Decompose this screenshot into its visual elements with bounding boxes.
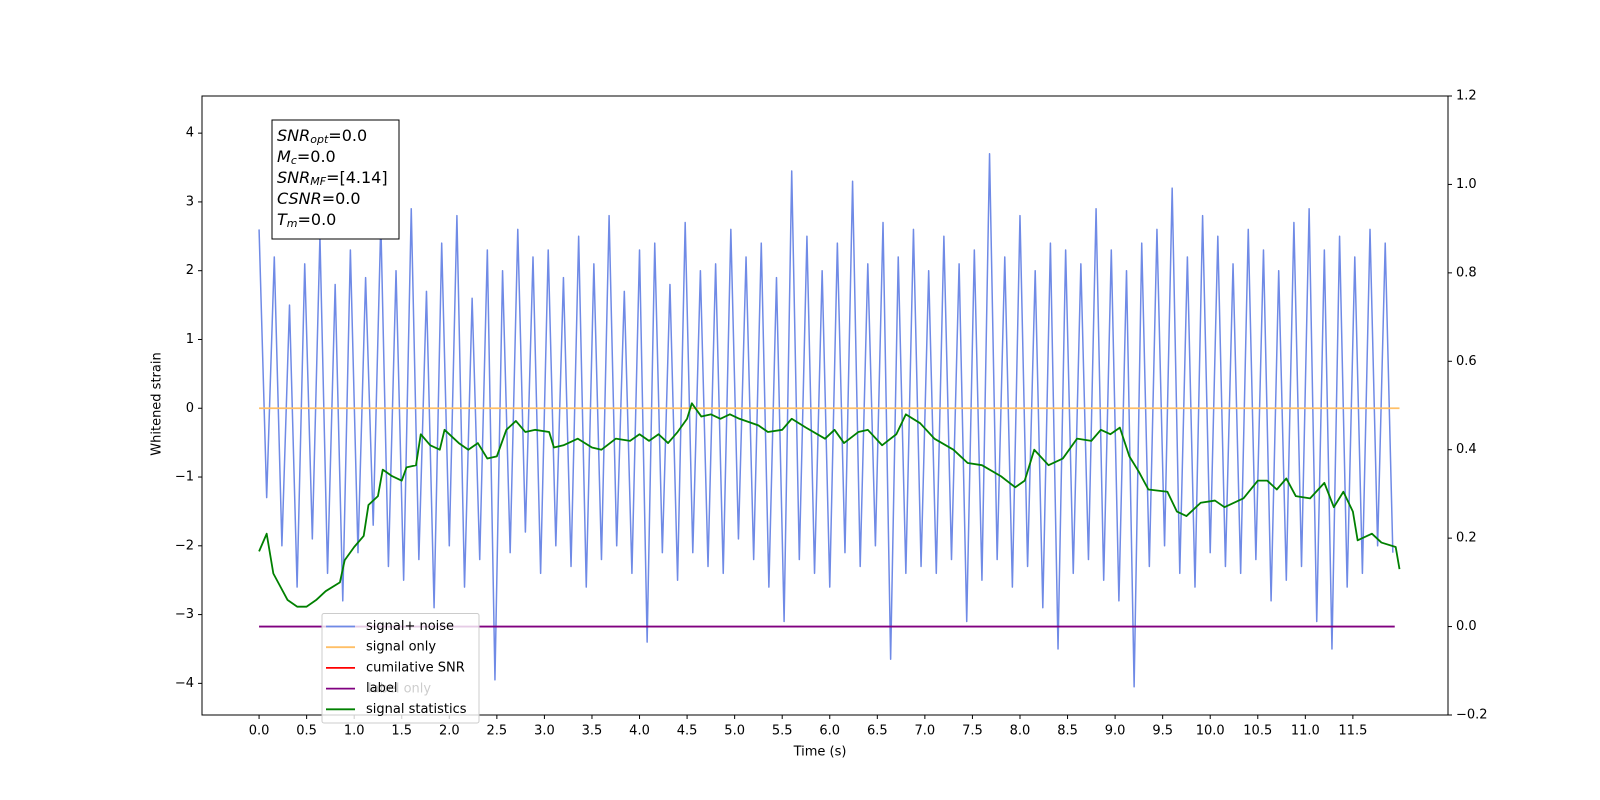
- legend-label: signal+ noise: [366, 619, 454, 634]
- x-tick-label: 0.5: [296, 724, 317, 739]
- annotation-symbol: M: [277, 147, 291, 166]
- x-tick-label: 1.5: [391, 724, 412, 739]
- y-tick-label: −3: [175, 607, 194, 622]
- x-tick-label: 2.5: [487, 724, 508, 739]
- x-tick-label: 7.0: [915, 724, 936, 739]
- annotation-subscript: m: [287, 217, 298, 230]
- series-line: [258, 153, 1394, 688]
- annotation-line: Mc=0.0: [277, 147, 336, 168]
- annotation-symbol: SNR: [277, 126, 310, 145]
- x-tick-label: 10.0: [1196, 724, 1225, 739]
- x-axis-label: Time (s): [793, 745, 847, 760]
- annotation-line: CSNR=0.0: [277, 189, 361, 208]
- x-tick-label: 1.0: [344, 724, 365, 739]
- x-tick-label: 3.0: [534, 724, 555, 739]
- legend-label: signal statistics: [366, 702, 467, 717]
- y2-tick-label: 1.0: [1456, 177, 1477, 192]
- y-tick-label: −1: [175, 470, 194, 485]
- annotation-subscript: opt: [310, 133, 329, 146]
- series-line: [258, 402, 1401, 608]
- y-tick-label: 0: [186, 401, 194, 416]
- annotation-line: SNRopt=0.0: [277, 126, 367, 147]
- plot-frame: [201, 95, 1449, 716]
- y-tick-label: −4: [175, 676, 194, 691]
- annotation-value: =0.0: [328, 126, 367, 145]
- y2-tick-label: 0.8: [1456, 265, 1477, 280]
- annotation-line: Tm=0.0: [277, 210, 336, 231]
- x-tick-label: 7.5: [962, 724, 983, 739]
- annotation-subscript: c: [291, 154, 297, 167]
- legend-label: signal only: [366, 640, 436, 655]
- x-tick-label: 9.0: [1105, 724, 1126, 739]
- x-tick-label: 6.0: [819, 724, 840, 739]
- x-tick-label: 3.5: [582, 724, 603, 739]
- x-tick-label: 4.0: [629, 724, 650, 739]
- annotation-symbol: T: [277, 210, 288, 229]
- annotation-value: =0.0: [322, 189, 361, 208]
- x-tick-label: 0.0: [249, 724, 270, 739]
- annotation-value: =0.0: [298, 210, 337, 229]
- y-axis-label: Whitened strain: [150, 352, 165, 455]
- x-tick-label: 5.0: [724, 724, 745, 739]
- x-tick-label: 9.5: [1152, 724, 1173, 739]
- x-tick-label: 11.5: [1338, 724, 1367, 739]
- x-tick-label: 8.0: [1010, 724, 1031, 739]
- y2-tick-label: −0.2: [1456, 708, 1488, 723]
- annotation-value: =[4.14]: [326, 168, 388, 187]
- x-tick-label: 10.5: [1243, 724, 1272, 739]
- x-tick-label: 8.5: [1057, 724, 1078, 739]
- legend-label: label: [366, 681, 397, 696]
- x-tick-label: 2.0: [439, 724, 460, 739]
- x-tick-label: 11.0: [1291, 724, 1320, 739]
- y2-tick-label: 0.2: [1456, 531, 1477, 546]
- x-tick-label: 4.5: [677, 724, 698, 739]
- annotation-box: [271, 119, 400, 240]
- y2-tick-label: 0.4: [1456, 442, 1477, 457]
- y-tick-label: −2: [175, 538, 194, 553]
- y-tick-label: 4: [186, 126, 194, 141]
- y2-tick-label: 0.6: [1456, 354, 1477, 369]
- legend-label: cumilative SNR: [366, 660, 465, 675]
- annotation-line: SNRMF=[4.14]: [277, 168, 388, 189]
- annotation-symbol: SNR: [277, 168, 310, 187]
- annotation-symbol: CSNR: [277, 189, 322, 208]
- y2-tick-label: 0.0: [1456, 619, 1477, 634]
- y2-tick-label: 1.2: [1456, 89, 1477, 104]
- y-tick-label: 2: [186, 263, 194, 278]
- annotation-subscript: MF: [310, 175, 326, 188]
- y-tick-label: 1: [186, 332, 194, 347]
- annotation-value: =0.0: [297, 147, 336, 166]
- y-tick-label: 3: [186, 194, 194, 209]
- x-tick-label: 6.5: [867, 724, 888, 739]
- x-tick-label: 5.5: [772, 724, 793, 739]
- legend-box: [321, 613, 480, 724]
